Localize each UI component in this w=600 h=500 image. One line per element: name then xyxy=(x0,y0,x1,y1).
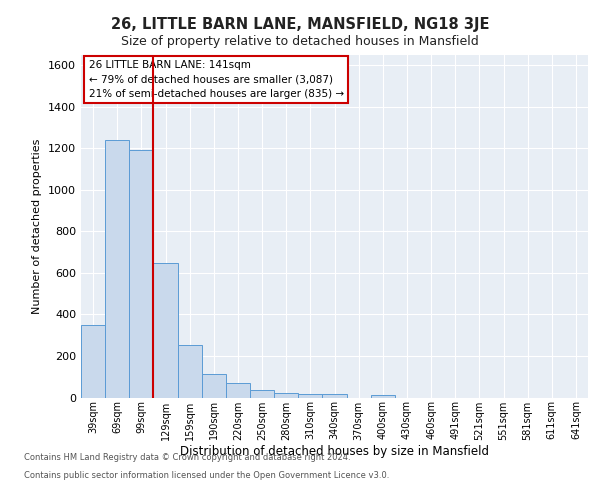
Bar xyxy=(178,344,202,398)
Bar xyxy=(250,390,274,398)
Bar xyxy=(202,374,226,398)
Bar xyxy=(226,383,250,398)
Bar xyxy=(371,396,395,398)
Bar xyxy=(298,394,322,398)
X-axis label: Distribution of detached houses by size in Mansfield: Distribution of detached houses by size … xyxy=(180,445,489,458)
Text: Contains public sector information licensed under the Open Government Licence v3: Contains public sector information licen… xyxy=(24,471,389,480)
Text: Size of property relative to detached houses in Mansfield: Size of property relative to detached ho… xyxy=(121,35,479,48)
Bar xyxy=(129,150,154,398)
Text: 26, LITTLE BARN LANE, MANSFIELD, NG18 3JE: 26, LITTLE BARN LANE, MANSFIELD, NG18 3J… xyxy=(111,18,489,32)
Bar xyxy=(154,262,178,398)
Y-axis label: Number of detached properties: Number of detached properties xyxy=(32,138,43,314)
Bar xyxy=(322,394,347,398)
Bar xyxy=(81,325,105,398)
Text: Contains HM Land Registry data © Crown copyright and database right 2024.: Contains HM Land Registry data © Crown c… xyxy=(24,454,350,462)
Bar xyxy=(274,394,298,398)
Text: 26 LITTLE BARN LANE: 141sqm
← 79% of detached houses are smaller (3,087)
21% of : 26 LITTLE BARN LANE: 141sqm ← 79% of det… xyxy=(89,60,344,99)
Bar xyxy=(105,140,129,398)
